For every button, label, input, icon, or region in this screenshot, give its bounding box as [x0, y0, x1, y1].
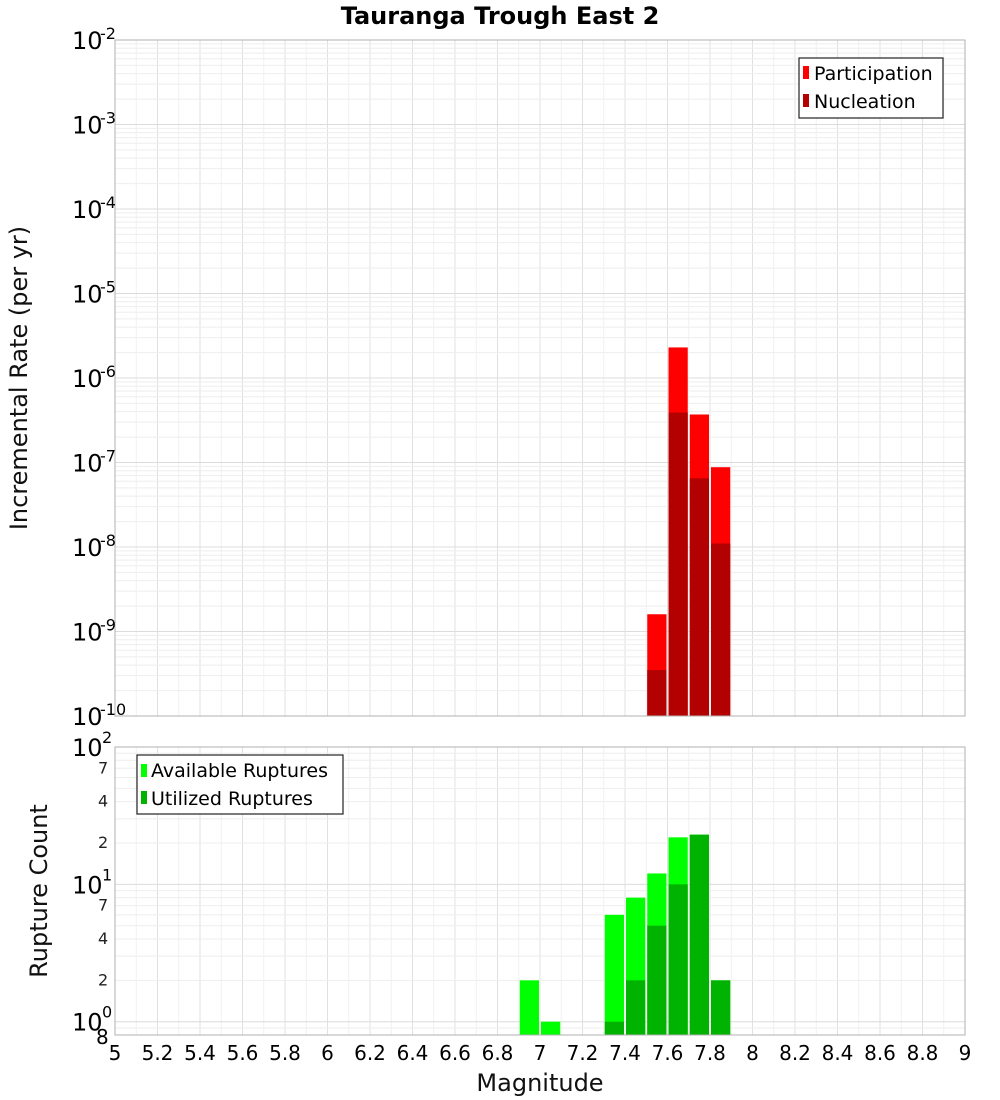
rate-y-tick-base: 10 — [72, 281, 103, 309]
count-y-tick-base: 10 — [72, 1009, 103, 1037]
rate-y-tick-exponent: -6 — [100, 362, 116, 381]
legend-label-available: Available Ruptures — [151, 760, 328, 782]
rate-y-tick-base: 10 — [72, 112, 103, 140]
rate-bar-nucleation — [647, 670, 667, 716]
rate-y-tick-base: 10 — [72, 365, 103, 393]
x-tick-label: 8.8 — [907, 1041, 939, 1065]
rupture-plot-bars — [519, 834, 731, 1035]
count-y-tick-exponent: 2 — [102, 728, 112, 747]
x-tick-label: 8.4 — [822, 1041, 854, 1065]
rate-y-tick-exponent: -2 — [100, 24, 116, 43]
count-y-minor-label: 4 — [98, 929, 108, 948]
rate-y-tick-base: 10 — [72, 27, 103, 55]
x-axis-ticks: 5 5.2 5.4 5.6 5.8 6 6.2 6.4 6.6 6.8 7 7.2 7.4 7.6 7.8 8… — [109, 1041, 972, 1065]
count-y-minor-label: 7 — [98, 896, 108, 915]
count-y-tick-exponent: 1 — [102, 865, 112, 884]
count-bar-available — [519, 980, 539, 1035]
x-tick-label: 6.8 — [482, 1041, 514, 1065]
x-tick-label: 8 — [746, 1041, 759, 1065]
rate-bar-nucleation — [689, 478, 709, 716]
chart-title: Tauranga Trough East 2 — [341, 2, 660, 30]
x-tick-label: 7.6 — [652, 1041, 684, 1065]
x-tick-label: 5.8 — [269, 1041, 301, 1065]
rate-bar-nucleation — [711, 543, 731, 716]
x-tick-label: 6.2 — [354, 1041, 386, 1065]
rate-y-tick-exponent: -10 — [100, 700, 126, 719]
x-tick-label: 5 — [109, 1041, 122, 1065]
x-tick-label: 8.2 — [779, 1041, 811, 1065]
count-bar-utilized — [647, 925, 667, 1035]
rate-y-tick-exponent: -3 — [100, 109, 116, 128]
x-tick-label: 7.8 — [694, 1041, 726, 1065]
legend-label-utilized: Utilized Ruptures — [151, 788, 313, 810]
count-bar-utilized — [626, 980, 646, 1035]
x-tick-label: 5.6 — [227, 1041, 259, 1065]
count-bar-utilized — [604, 1021, 624, 1035]
count-bar-available — [604, 914, 624, 1035]
legend-swatch-available — [141, 764, 147, 777]
legend-swatch-participation — [803, 66, 809, 79]
rate-y-tick-base: 10 — [72, 534, 103, 562]
rate-plot-frame — [114, 39, 966, 717]
x-tick-label: 6.4 — [397, 1041, 429, 1065]
rate-plot-bars — [647, 347, 731, 716]
legend-swatch-nucleation — [803, 94, 809, 107]
x-tick-label: 5.2 — [142, 1041, 174, 1065]
x-tick-label: 7 — [534, 1041, 547, 1065]
legend-swatch-utilized — [141, 791, 147, 804]
count-y-minor-label: 8 — [96, 1025, 109, 1049]
rupture-legend-box — [136, 754, 344, 815]
rate-y-tick-exponent: -9 — [100, 616, 116, 635]
rate-y-tick-exponent: -7 — [100, 447, 116, 466]
count-bar-available — [541, 1021, 561, 1035]
legend-label-nucleation: Nucleation — [814, 91, 916, 113]
rupture-plot-y-axis-title: Rupture Count — [25, 804, 53, 978]
legend-label-participation: Participation — [814, 63, 933, 85]
rate-plot-y-axis-title: Incremental Rate (per yr) — [5, 226, 33, 530]
rupture-plot-frame — [114, 746, 966, 1036]
rate-y-tick-base: 10 — [72, 196, 103, 224]
rate-y-tick-exponent: -8 — [100, 531, 116, 550]
x-tick-label: 8.6 — [864, 1041, 896, 1065]
rate-y-tick-exponent: -4 — [100, 193, 116, 212]
x-tick-label: 7.4 — [609, 1041, 641, 1065]
count-y-tick-base: 10 — [72, 734, 103, 762]
count-y-minor-label: 2 — [98, 970, 108, 989]
rupture-plot-legend: Available Ruptures Utilized Ruptures — [136, 754, 344, 815]
rate-plot-grid — [114, 40, 966, 717]
x-tick-label: 6.6 — [439, 1041, 471, 1065]
rate-y-tick-base: 10 — [72, 619, 103, 647]
rate-legend-box — [798, 57, 944, 119]
count-y-tick-exponent: 0 — [102, 1003, 112, 1022]
count-y-tick-base: 10 — [72, 871, 103, 899]
rate-plot-legend: Participation Nucleation — [798, 57, 944, 119]
x-tick-label: 6 — [321, 1041, 334, 1065]
rate-y-tick-base: 10 — [72, 703, 103, 731]
x-tick-label: 5.4 — [184, 1041, 216, 1065]
rate-y-tick-base: 10 — [72, 450, 103, 478]
count-y-minor-label: 4 — [98, 792, 108, 811]
x-axis-title: Magnitude — [476, 1069, 603, 1097]
count-bar-utilized — [668, 884, 688, 1035]
count-y-minor-label: 2 — [98, 833, 108, 852]
count-y-minor-label: 7 — [98, 758, 108, 777]
rate-y-tick-exponent: -5 — [100, 278, 116, 297]
rate-bar-nucleation — [668, 412, 688, 716]
x-tick-label: 7.2 — [567, 1041, 599, 1065]
x-tick-label: 9 — [959, 1041, 972, 1065]
count-bar-utilized — [711, 980, 731, 1035]
count-bar-utilized — [689, 834, 709, 1035]
